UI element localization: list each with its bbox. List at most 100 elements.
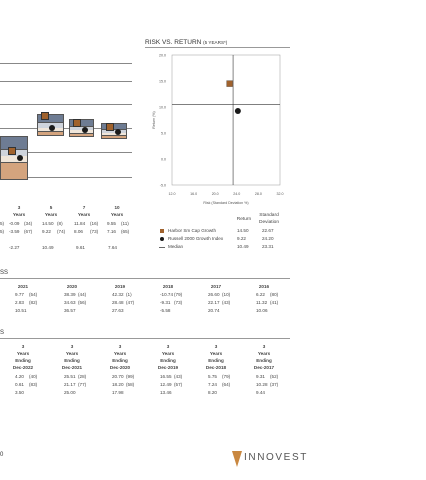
- x-tick-label: 16.0: [190, 192, 197, 196]
- x-tick-label: 20.0: [212, 192, 219, 196]
- table-cell: 12.49: [160, 382, 172, 387]
- table-cell: 3.50: [15, 390, 24, 395]
- legend-return: 14.50: [237, 228, 249, 233]
- gridline: [0, 128, 132, 129]
- risk-return-title: RISK VS. RETURN (5 YEARS*): [145, 39, 228, 46]
- table-cell: 38.39: [64, 292, 76, 297]
- table-cell: (43): [222, 300, 231, 305]
- table-cell: (80): [270, 292, 279, 297]
- table-cell: 11.32: [256, 300, 268, 305]
- fund-marker: [73, 119, 81, 127]
- col-header-unit: Years: [16, 351, 30, 356]
- legend-std: 24.20: [262, 236, 274, 241]
- table-cell: (37): [270, 382, 279, 387]
- col-header-n: 10: [114, 205, 120, 210]
- table-cell: (52): [270, 374, 279, 379]
- table-cell: 10.49: [42, 245, 54, 250]
- box-1yr: [0, 136, 28, 180]
- table-cell: 28.48: [112, 300, 124, 305]
- y-tick-label: 0.0: [161, 158, 166, 162]
- col-header-year: 2017: [210, 284, 222, 289]
- table-cell: 13.46: [160, 390, 172, 395]
- table-cell: (58): [126, 382, 135, 387]
- col-header-n: 3: [166, 344, 170, 349]
- y-tick-label: 10.0: [159, 106, 166, 110]
- table-cell: 27.63: [112, 308, 124, 313]
- col-header-ending: Ending: [256, 358, 272, 363]
- col-header-n: 7: [82, 205, 86, 210]
- table-cell: -2.27: [9, 245, 20, 250]
- legend-col-return: Return: [236, 217, 252, 222]
- risk-return-scatter: 20.0 15.0 10.0 5.0 0.0 -5.012.0 16.0 20.0 24.0 28…: [152, 54, 284, 206]
- y-tick-label: 15.0: [159, 80, 166, 84]
- table-cell: (83): [29, 382, 38, 387]
- col-header-unit: Years: [65, 351, 79, 356]
- col-header-date: Dec-2022: [12, 365, 34, 370]
- x-tick-label: 28.0: [255, 192, 262, 196]
- table-cell: 6.22: [256, 292, 265, 297]
- table-cell: 10.06: [256, 308, 268, 313]
- index-marker: [49, 125, 55, 131]
- table-cell: 5.75: [208, 374, 217, 379]
- table-cell: (74): [57, 229, 66, 234]
- col-header-n: 3: [118, 344, 122, 349]
- gridline: [0, 63, 132, 64]
- legend-label: Russell 2000 Growth Index: [168, 236, 224, 241]
- legend-label: Median: [168, 244, 184, 249]
- index-marker: [115, 129, 121, 135]
- col-header-unit: Years: [257, 351, 271, 356]
- col-header-n: 3: [70, 344, 74, 349]
- table-cell: 42.32: [112, 292, 124, 297]
- table-cell: (34): [24, 221, 33, 226]
- fund-marker: [8, 147, 16, 155]
- gridline: [0, 104, 132, 105]
- col-header-date: Dec-2017: [253, 365, 275, 370]
- box-plot-area: [0, 50, 140, 190]
- table-cell: -3.59: [9, 229, 20, 234]
- section-rule: [0, 278, 290, 279]
- calendar-section-title: SS: [0, 270, 9, 276]
- legend-std: 23.31: [262, 244, 274, 249]
- brand-mark-icon: [232, 451, 242, 467]
- table-cell: 20.70: [112, 374, 124, 379]
- col-header-year: 2018: [162, 284, 174, 289]
- table-cell: (8): [57, 221, 63, 226]
- table-cell: (11): [121, 221, 129, 226]
- table-cell: (82): [29, 300, 38, 305]
- table-cell: (56): [78, 300, 87, 305]
- table-cell: 9.77: [15, 292, 24, 297]
- table-cell: 16.55: [160, 374, 172, 379]
- index-marker: [17, 155, 23, 161]
- col-header-n: 3: [17, 205, 21, 210]
- table-cell: 22.17: [208, 300, 220, 305]
- col-header-unit: Years: [113, 351, 127, 356]
- table-cell: (79): [174, 292, 183, 297]
- table-cell: (65): [121, 229, 130, 234]
- table-cell: 9.22: [42, 229, 51, 234]
- col-header-ending: Ending: [112, 358, 128, 363]
- table-cell: 10.51: [15, 308, 27, 313]
- box-5yr: [69, 119, 94, 137]
- table-cell: 7.16: [107, 229, 116, 234]
- col-header-unit: Years: [44, 212, 58, 217]
- brand-name: INNOVEST: [244, 452, 308, 463]
- col-header-unit: Years: [110, 212, 124, 217]
- y-tick-label: 5.0: [161, 132, 166, 136]
- col-header-ending: Ending: [208, 358, 224, 363]
- col-header-n: 3: [21, 344, 25, 349]
- table-cell: (73): [90, 229, 99, 234]
- x-tick-label: 24.0: [233, 192, 240, 196]
- table-cell: (57): [174, 382, 183, 387]
- legend-line-icon: [159, 247, 165, 248]
- index-marker: [82, 127, 88, 133]
- col-header-ending: Ending: [160, 358, 176, 363]
- table-cell: 10.28: [256, 382, 268, 387]
- legend-label: Harbor Sm Cap Growth: [168, 228, 216, 233]
- legend-square-icon: [160, 229, 164, 233]
- table-cell: (1): [126, 292, 132, 297]
- table-cell: 26.60: [208, 292, 220, 297]
- table-cell: -0.09: [9, 221, 20, 226]
- col-header-date: Dec-2021: [61, 365, 83, 370]
- col-header-unit: Years: [209, 351, 223, 356]
- legend-std: 22.67: [262, 228, 274, 233]
